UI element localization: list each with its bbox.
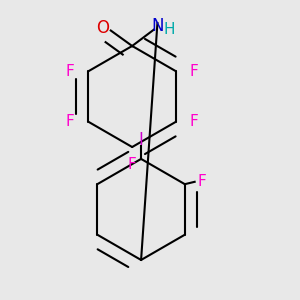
Text: I: I [139, 131, 143, 149]
Text: F: F [128, 158, 136, 172]
Text: F: F [190, 64, 199, 79]
Text: F: F [66, 114, 74, 129]
Text: F: F [66, 64, 74, 79]
Text: F: F [198, 174, 206, 189]
Text: F: F [190, 114, 199, 129]
Text: H: H [164, 22, 175, 37]
Text: N: N [151, 17, 164, 35]
Text: O: O [96, 19, 109, 37]
